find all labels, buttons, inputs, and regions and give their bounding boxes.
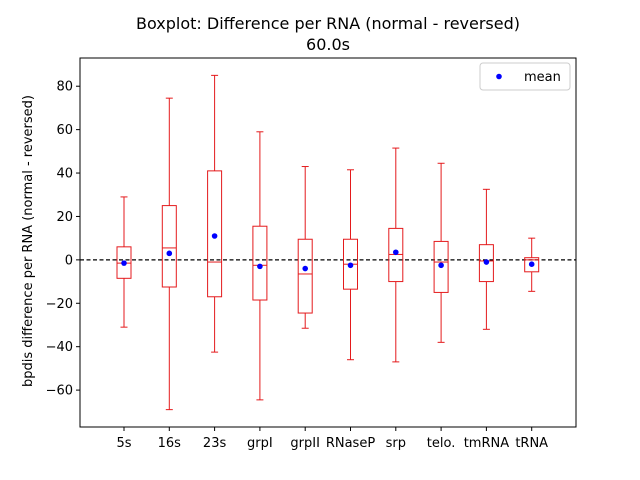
x-tick-label: 23s bbox=[203, 436, 227, 451]
iqr-box bbox=[433, 240, 449, 293]
iqr-box bbox=[207, 170, 223, 298]
box-23s bbox=[207, 74, 223, 353]
box-16s bbox=[161, 97, 177, 411]
box-grpii bbox=[297, 166, 313, 329]
box-5s bbox=[116, 196, 132, 328]
iqr-box bbox=[478, 244, 494, 283]
box-grpi bbox=[252, 131, 268, 401]
iqr-box bbox=[252, 225, 268, 301]
chart-title: Boxplot: Difference per RNA (normal - re… bbox=[136, 14, 520, 33]
box-srp bbox=[388, 147, 404, 363]
iqr-box bbox=[388, 227, 404, 283]
iqr-box bbox=[524, 257, 540, 273]
legend-frame bbox=[479, 62, 571, 91]
y-tick-label: −40 bbox=[46, 340, 73, 355]
x-tick-label: grpI bbox=[247, 436, 273, 451]
x-tick-label: RNaseP bbox=[326, 436, 375, 451]
iqr-box bbox=[116, 246, 132, 279]
plot-area: −60 −40 −20 0 20 40 60 80 5s 16s 23s grpI grpII RNase… bbox=[46, 57, 577, 451]
mean-marker bbox=[166, 250, 173, 257]
x-tick-label: grpII bbox=[290, 436, 320, 451]
x-tick-label: tRNA bbox=[515, 436, 548, 451]
x-tick-label: telo. bbox=[427, 436, 456, 451]
mean-marker bbox=[302, 265, 309, 272]
y-tick-label: 20 bbox=[56, 210, 73, 225]
mean-marker bbox=[347, 262, 354, 269]
iqr-box bbox=[297, 238, 313, 314]
y-tick-label: −20 bbox=[46, 297, 73, 312]
mean-marker bbox=[528, 261, 535, 268]
x-tick-label: 16s bbox=[158, 436, 182, 451]
box-trna bbox=[524, 237, 540, 292]
x-tick-label: srp bbox=[386, 436, 406, 451]
box-telo bbox=[433, 162, 449, 343]
y-tick-label: −60 bbox=[46, 384, 73, 399]
x-tick-label: tmRNA bbox=[464, 436, 510, 451]
legend-mean-marker bbox=[496, 73, 502, 80]
y-tick-label: 60 bbox=[56, 123, 73, 138]
chart-subtitle: 60.0s bbox=[306, 35, 350, 54]
box-rnasep bbox=[343, 169, 358, 361]
mean-marker bbox=[483, 259, 490, 265]
y-tick-label: 40 bbox=[56, 167, 73, 182]
x-tick-label: 5s bbox=[116, 436, 131, 451]
mean-marker bbox=[121, 260, 127, 266]
y-tick-label: 80 bbox=[56, 80, 73, 95]
legend-mean-label: mean bbox=[524, 70, 561, 85]
y-tick-label: 0 bbox=[65, 253, 73, 268]
mean-marker bbox=[211, 233, 218, 239]
y-axis-label: bpdis difference per RNA (normal - rever… bbox=[21, 95, 36, 387]
box-tmrna bbox=[478, 188, 494, 330]
mean-marker bbox=[438, 262, 444, 269]
iqr-box bbox=[161, 205, 177, 288]
axes-frame bbox=[79, 57, 577, 428]
legend: mean bbox=[479, 62, 571, 91]
mean-marker bbox=[257, 263, 263, 270]
mean-marker bbox=[393, 249, 399, 256]
